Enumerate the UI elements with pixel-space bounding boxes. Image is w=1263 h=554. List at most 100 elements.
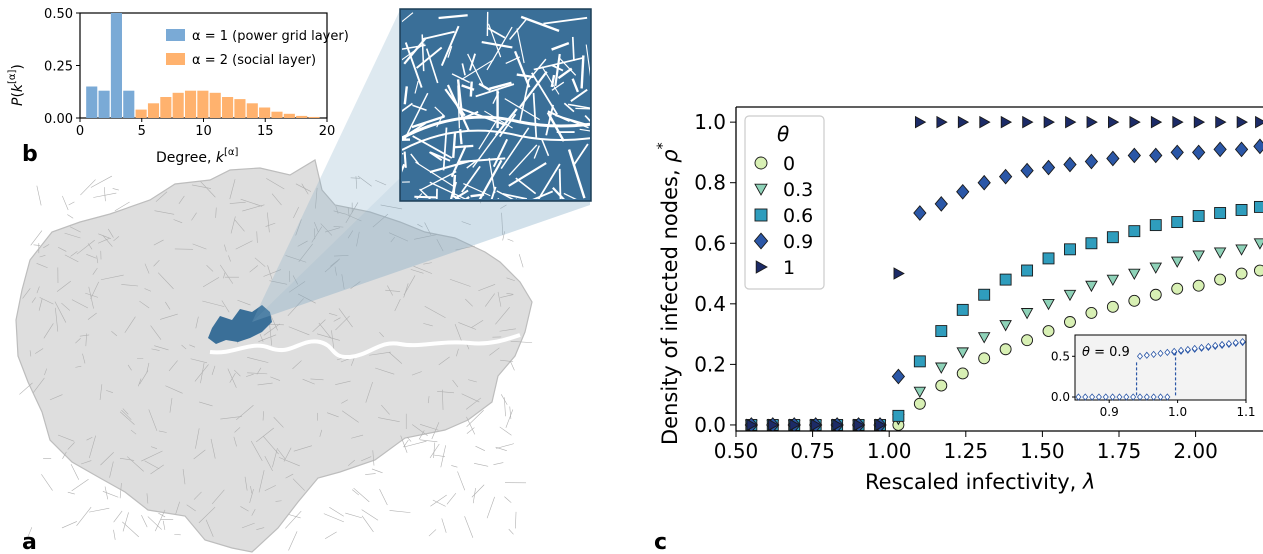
zoom-street <box>541 66 560 95</box>
map-street <box>189 344 196 348</box>
zoom-street <box>429 160 470 174</box>
map-street <box>165 301 171 310</box>
map-street <box>369 351 391 356</box>
map-street <box>193 449 206 460</box>
zoom-street <box>404 92 429 139</box>
data-point <box>1085 280 1098 293</box>
map-street <box>345 202 359 224</box>
zoom-street <box>415 161 456 189</box>
map-street <box>351 434 364 439</box>
inset-point <box>1164 393 1171 401</box>
histogram-ylabel: P(k[α]) <box>7 64 26 106</box>
map-street <box>202 300 225 307</box>
map-street <box>385 289 401 292</box>
zoom-street <box>463 182 491 197</box>
data-point <box>1253 138 1263 155</box>
map-street <box>493 462 504 466</box>
zoom-street <box>515 177 537 195</box>
map-street <box>262 411 264 421</box>
data-point <box>1235 267 1248 280</box>
map-street <box>30 230 43 246</box>
data-point <box>1106 231 1119 244</box>
data-point <box>789 418 801 431</box>
zoom-street <box>580 55 585 89</box>
data-point <box>1172 115 1184 129</box>
zoom-street <box>520 15 560 33</box>
map-street <box>413 234 438 240</box>
map-street <box>107 228 114 238</box>
map-street <box>412 424 428 437</box>
map-street <box>206 265 214 272</box>
map-street <box>371 468 383 474</box>
inset-point <box>1150 393 1157 401</box>
zoom-street <box>532 92 538 138</box>
map-street <box>150 446 158 449</box>
map-street <box>457 471 466 491</box>
zoom-street <box>526 58 547 83</box>
zoom-street <box>466 158 479 169</box>
data-point <box>1253 238 1263 250</box>
map-street <box>38 298 43 311</box>
zoom-street <box>551 81 565 91</box>
map-street <box>235 240 253 250</box>
zoom-street <box>571 36 575 61</box>
zoom-street <box>416 46 443 69</box>
map-street <box>39 297 54 305</box>
zoom-street <box>451 73 470 84</box>
data-point <box>1128 268 1141 280</box>
data-point <box>832 418 844 431</box>
map-street <box>220 416 242 420</box>
map-street <box>62 451 67 459</box>
map-street <box>168 360 178 372</box>
map-street <box>193 491 202 500</box>
zoom-street <box>545 104 554 136</box>
data-point <box>1128 225 1141 238</box>
map-street <box>130 429 137 435</box>
histogram-bar <box>222 97 234 118</box>
zoom-street <box>516 73 534 79</box>
map-street <box>263 269 282 277</box>
map-street <box>198 506 216 524</box>
map-street <box>64 232 81 239</box>
map-street <box>275 500 282 502</box>
legend-marker <box>754 183 768 196</box>
zoom-street <box>558 168 562 199</box>
map-street <box>297 293 316 304</box>
map-street <box>111 331 118 337</box>
map-street <box>247 357 269 363</box>
map-street <box>269 280 288 285</box>
legend-marker <box>754 156 768 170</box>
inset-point <box>1157 393 1164 401</box>
histogram-xlabel: Degree, k[α] <box>156 147 238 166</box>
map-street <box>256 527 265 530</box>
data-point <box>978 288 991 301</box>
map-street <box>155 191 168 202</box>
map-street <box>228 255 231 262</box>
map-street <box>431 422 440 440</box>
data-point <box>1215 115 1227 129</box>
map-street <box>323 513 344 523</box>
map-street <box>250 485 253 494</box>
map-street <box>508 528 514 535</box>
data-point <box>913 355 926 368</box>
inset-point <box>1109 393 1116 401</box>
map-street <box>287 298 304 317</box>
map-street <box>263 323 281 336</box>
map-street <box>175 501 180 515</box>
map-street <box>378 417 400 422</box>
map-street <box>124 316 136 333</box>
map-street <box>333 317 341 322</box>
data-point <box>1255 115 1263 129</box>
zoom-street <box>518 78 530 124</box>
zoom-street <box>551 42 570 51</box>
zoom-street <box>410 153 420 165</box>
histogram-bar <box>246 103 258 118</box>
map-street <box>106 390 113 393</box>
map-street <box>31 297 36 303</box>
map-street <box>433 442 436 459</box>
zoom-street <box>428 151 443 162</box>
zoom-street <box>429 181 467 199</box>
map-street <box>148 409 158 431</box>
histogram-bar <box>147 103 160 118</box>
map-street <box>49 394 63 401</box>
